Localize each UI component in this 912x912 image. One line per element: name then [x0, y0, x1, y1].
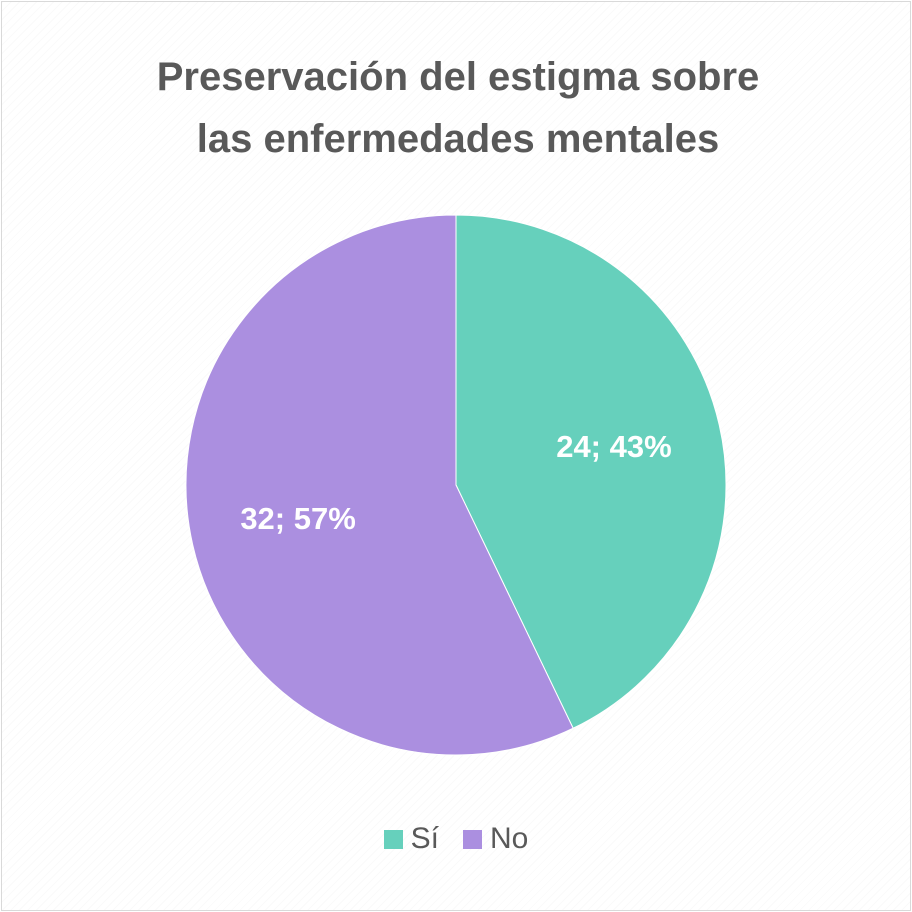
- pie-slice-no: [185, 214, 574, 756]
- legend-swatch-si: [383, 829, 403, 849]
- pie-slice-si: [455, 214, 727, 729]
- data-label-si: 24; 43%: [556, 429, 671, 464]
- data-label-no: 32; 57%: [240, 501, 355, 536]
- chart-title-line-1: Preservación del estigma sobre: [156, 55, 760, 99]
- legend-swatch-no: [463, 829, 482, 849]
- legend: Sí No: [0, 822, 912, 856]
- chart-title-line-2: las enfermedades mentales: [196, 117, 720, 161]
- legend-label-no: No: [490, 822, 529, 855]
- legend-label-si: Sí: [410, 822, 439, 855]
- legend-item-no: No: [463, 822, 528, 856]
- legend-item-si: Sí: [383, 822, 439, 856]
- chart-title: Preservación del estigma sobre las enfer…: [2, 46, 912, 170]
